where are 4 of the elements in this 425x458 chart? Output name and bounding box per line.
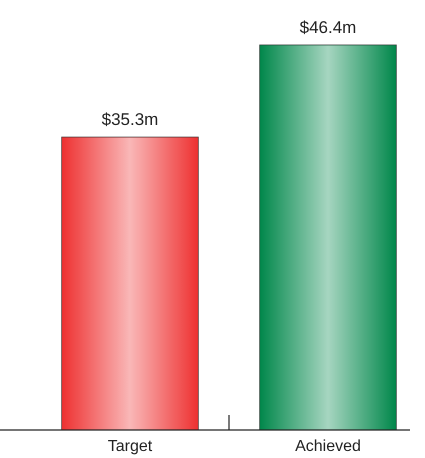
data-label: $46.4m <box>300 18 356 37</box>
data-label: $35.3m <box>102 110 158 130</box>
x-tick-label: Target <box>108 438 153 455</box>
x-tick-label: Achieved <box>295 438 361 455</box>
